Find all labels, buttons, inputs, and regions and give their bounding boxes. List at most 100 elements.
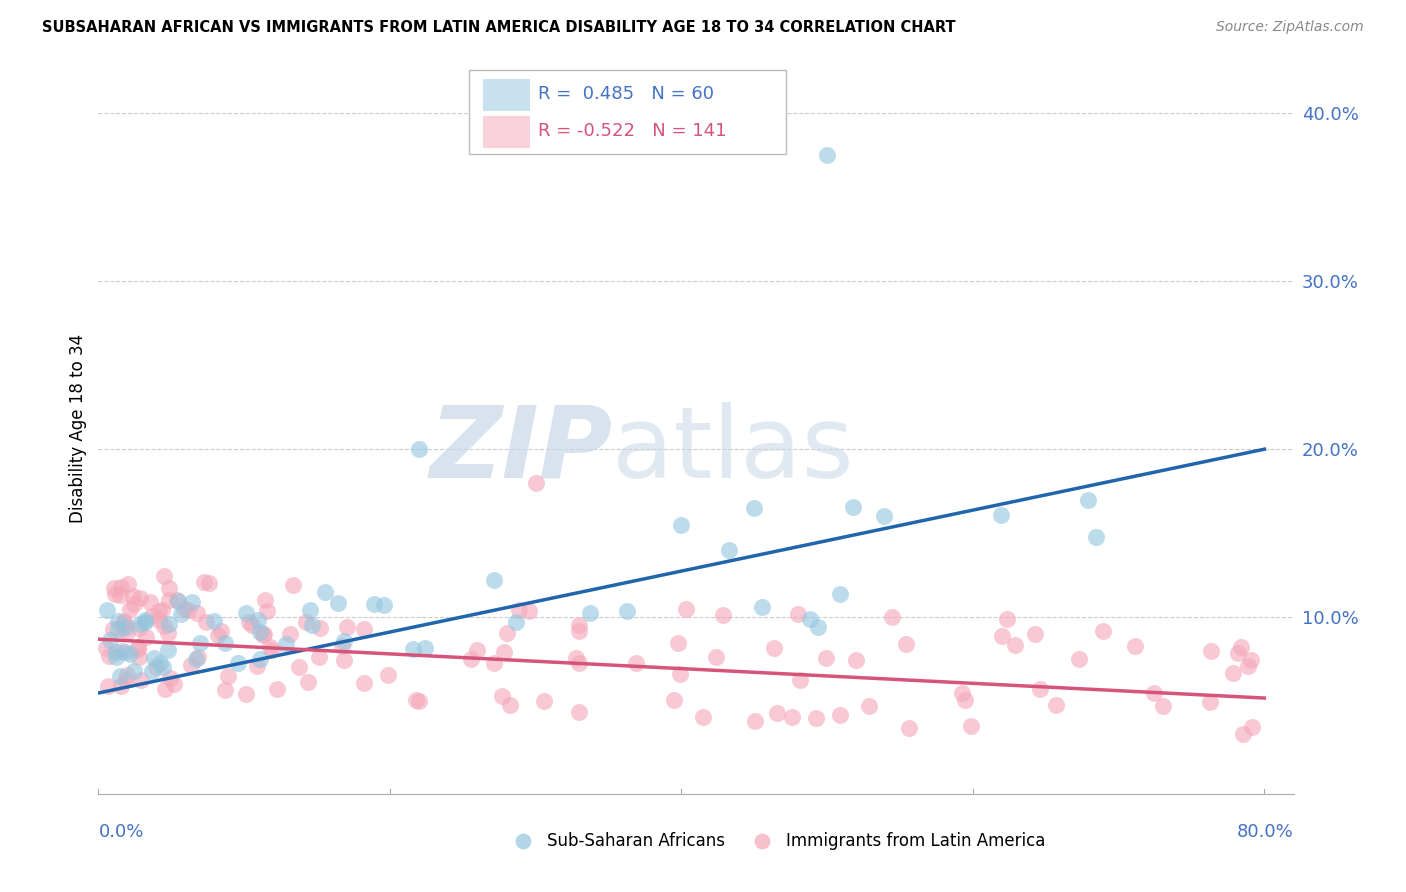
Point: [281, 577, 304, 591]
Point: [266, 681, 288, 696]
Point: [159, 671, 181, 685]
Point: [141, 608, 163, 623]
Point: [96, 640, 118, 655]
Point: [226, 656, 249, 670]
Point: [186, 606, 208, 620]
Point: [217, 669, 239, 683]
Point: [167, 593, 190, 607]
Point: [173, 601, 195, 615]
Point: [499, 698, 522, 713]
Point: [135, 630, 157, 644]
Point: [153, 619, 176, 633]
Point: [605, 888, 627, 892]
Point: [314, 585, 336, 599]
Point: [193, 574, 215, 589]
Point: [141, 664, 163, 678]
Point: [139, 594, 162, 608]
Point: [134, 615, 156, 630]
Point: [666, 636, 689, 650]
Point: [107, 622, 129, 636]
Point: [155, 682, 177, 697]
Point: [1152, 699, 1174, 714]
Point: [882, 609, 904, 624]
Text: 80.0%: 80.0%: [1237, 823, 1294, 841]
Point: [568, 706, 591, 720]
Point: [142, 651, 165, 665]
Point: [111, 644, 134, 658]
Point: [110, 581, 132, 595]
Point: [249, 652, 271, 666]
Point: [149, 656, 172, 670]
Point: [482, 573, 505, 587]
Point: [254, 592, 277, 607]
Point: [163, 677, 186, 691]
Point: [524, 475, 547, 490]
Point: [288, 660, 311, 674]
Point: [159, 592, 181, 607]
Point: [353, 675, 375, 690]
Point: [402, 641, 425, 656]
Point: [104, 645, 127, 659]
Point: [413, 641, 436, 656]
Point: [858, 698, 880, 713]
Text: atlas: atlas: [613, 401, 853, 499]
Point: [830, 708, 852, 723]
Point: [122, 664, 145, 678]
Point: [332, 634, 354, 648]
Point: [1004, 638, 1026, 652]
Point: [152, 659, 174, 673]
Point: [1232, 727, 1254, 741]
Point: [97, 679, 120, 693]
Point: [110, 623, 132, 637]
Point: [897, 721, 920, 735]
Point: [815, 650, 838, 665]
Text: Source: ZipAtlas.com: Source: ZipAtlas.com: [1216, 20, 1364, 34]
Point: [118, 601, 141, 615]
Point: [830, 587, 852, 601]
Text: Immigrants from Latin America: Immigrants from Latin America: [786, 832, 1045, 850]
Point: [786, 607, 808, 622]
Point: [568, 656, 591, 670]
Point: [114, 645, 136, 659]
Point: [214, 683, 236, 698]
Point: [742, 501, 765, 516]
Point: [950, 686, 973, 700]
Point: [845, 653, 868, 667]
Point: [145, 660, 167, 674]
Point: [578, 606, 600, 620]
Point: [252, 628, 274, 642]
Point: [157, 617, 180, 632]
Text: R = -0.522   N = 141: R = -0.522 N = 141: [538, 122, 727, 140]
Point: [1222, 666, 1244, 681]
Point: [156, 626, 179, 640]
Point: [333, 653, 356, 667]
Point: [711, 607, 734, 622]
Point: [128, 650, 150, 665]
Point: [301, 618, 323, 632]
Point: [1199, 695, 1222, 709]
Point: [1029, 681, 1052, 696]
Point: [496, 625, 519, 640]
Point: [150, 603, 173, 617]
Point: [129, 617, 152, 632]
Point: [129, 673, 152, 688]
Point: [704, 649, 727, 664]
Point: [157, 582, 180, 596]
Point: [190, 636, 212, 650]
Point: [799, 612, 821, 626]
Point: [170, 607, 193, 621]
Point: [482, 656, 505, 670]
FancyBboxPatch shape: [484, 79, 529, 110]
Point: [127, 642, 149, 657]
Point: [517, 604, 540, 618]
Point: [960, 718, 983, 732]
Point: [336, 620, 359, 634]
Point: [624, 656, 647, 670]
Point: [873, 508, 896, 523]
Point: [460, 652, 482, 666]
Point: [115, 667, 138, 681]
Point: [896, 888, 918, 892]
Point: [122, 597, 145, 611]
Point: [953, 693, 976, 707]
Point: [1199, 644, 1222, 658]
